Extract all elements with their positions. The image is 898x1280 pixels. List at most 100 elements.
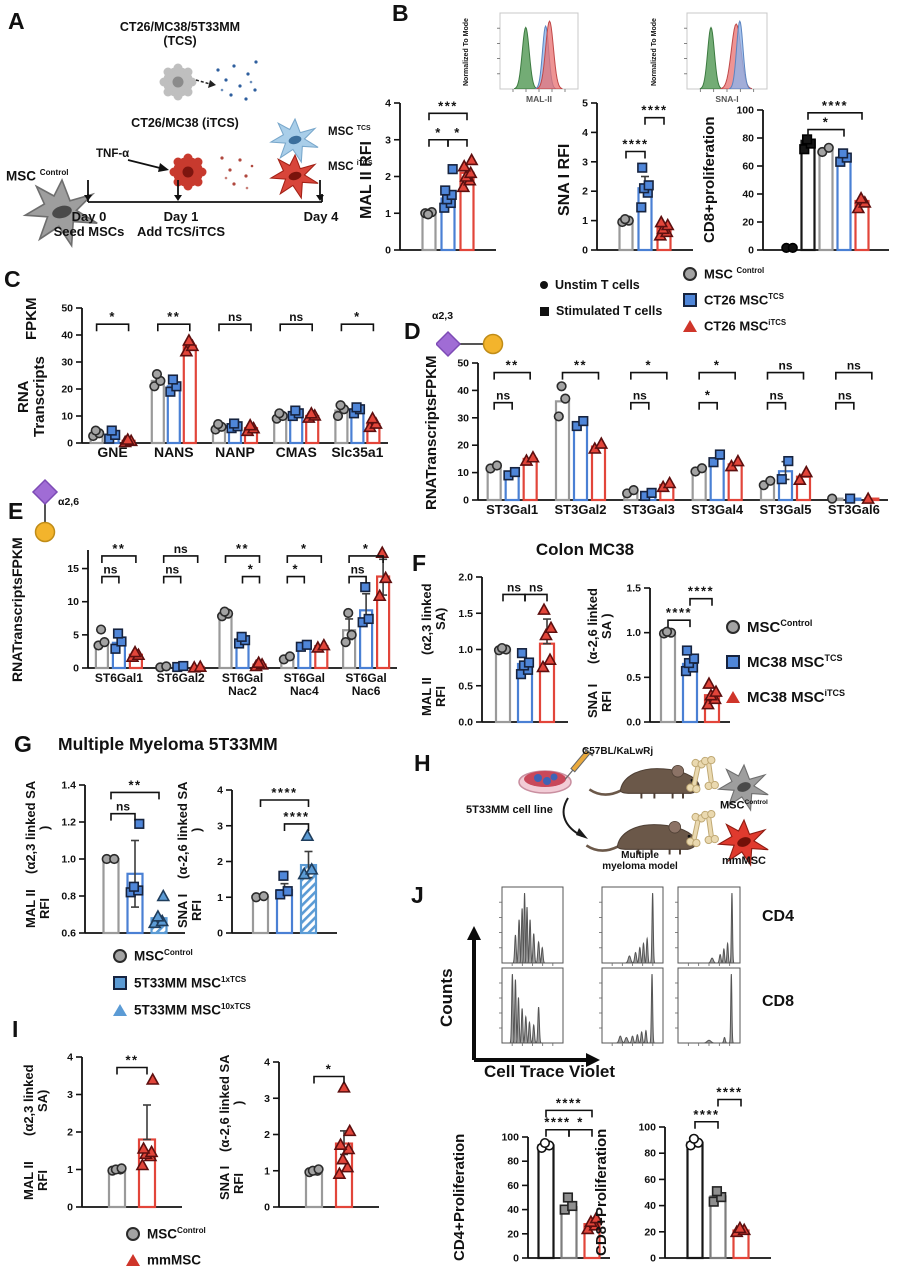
svg-text:1.0: 1.0 xyxy=(458,644,473,656)
svg-text:NANP: NANP xyxy=(215,444,255,460)
mouse-healthy xyxy=(588,764,701,800)
ylabel-e: RNATranscripts FPKM xyxy=(9,537,25,683)
mouse-model-diagram xyxy=(518,747,769,866)
svg-text:10: 10 xyxy=(67,596,79,608)
svg-text:ST3Gal1: ST3Gal1 xyxy=(486,502,538,517)
svg-text:ns: ns xyxy=(838,389,852,403)
svg-text:ns: ns xyxy=(847,359,861,373)
svg-text:0: 0 xyxy=(217,928,223,940)
svg-text:ST3Gal6: ST3Gal6 xyxy=(828,502,880,517)
svg-text:20: 20 xyxy=(457,440,469,452)
svg-text:**: ** xyxy=(128,777,141,792)
svg-text:1: 1 xyxy=(385,208,391,220)
stim-square-icon xyxy=(540,306,549,316)
svg-text:****: **** xyxy=(556,1095,582,1110)
svg-text:1.4: 1.4 xyxy=(61,780,76,792)
svg-text:4: 4 xyxy=(582,127,588,139)
chart-st6gal-fpkm: 0 5 10 15 ST6Gal1 ST6Gal2 ST6Gal Nac2 ST6Gal Nac4… xyxy=(42,508,411,708)
svg-text:*: * xyxy=(363,541,370,556)
svg-text:ns: ns xyxy=(289,310,303,324)
svg-text:*: * xyxy=(435,125,442,140)
legend-f-itcs: MC38 MSCiTCS xyxy=(726,688,845,706)
svg-text:80: 80 xyxy=(742,133,754,145)
svg-text:40: 40 xyxy=(507,1204,519,1216)
ctv-axis-label: Cell Trace Violet xyxy=(484,1062,616,1081)
tnf-label: TNF-α xyxy=(96,148,130,160)
tcs-square-icon xyxy=(683,292,697,307)
glycan-a23-icon xyxy=(436,330,504,358)
day1-label: Day 1 Add TCS/iTCS xyxy=(136,209,226,239)
experiment-timeline-diagram xyxy=(24,60,324,247)
svg-text:20: 20 xyxy=(742,217,754,229)
svg-text:Slc35a1: Slc35a1 xyxy=(331,444,383,460)
svg-text:10: 10 xyxy=(61,411,73,423)
svg-text:0.8: 0.8 xyxy=(61,891,76,903)
svg-text:10: 10 xyxy=(457,467,469,479)
svg-text:ns: ns xyxy=(496,389,510,403)
svg-text:ns: ns xyxy=(769,389,783,403)
svg-text:40: 40 xyxy=(61,330,73,342)
svg-text:ns: ns xyxy=(165,563,179,577)
svg-text:0: 0 xyxy=(385,245,391,257)
legend-unstim: Unstim T cells xyxy=(540,278,640,292)
svg-text:**: ** xyxy=(506,358,519,373)
flow-cd8-right xyxy=(665,964,744,1055)
legend-stim: Stimulated T cells xyxy=(540,304,662,318)
legend-g-control: MSCControl xyxy=(113,948,193,964)
svg-text:0: 0 xyxy=(513,1253,519,1265)
svg-text:3: 3 xyxy=(217,820,223,832)
svg-text:3: 3 xyxy=(582,156,588,168)
svg-text:****: **** xyxy=(622,137,648,152)
flow-cd4-control xyxy=(489,883,567,975)
ctrl-circle-icon xyxy=(683,266,697,281)
cellline-label: 5T33MM cell line xyxy=(466,804,553,816)
svg-text:ns: ns xyxy=(116,800,130,814)
svg-text:0: 0 xyxy=(463,495,469,507)
svg-text:****: **** xyxy=(544,1115,570,1130)
svg-text:**: ** xyxy=(167,309,180,324)
svg-text:**: ** xyxy=(574,358,587,373)
svg-text:*: * xyxy=(301,541,308,556)
svg-text:1.0: 1.0 xyxy=(626,627,641,639)
glycan-a26-label: α2,6 xyxy=(58,496,80,508)
svg-text:20: 20 xyxy=(644,1226,656,1238)
flow-xlabel-mal2: MAL-II xyxy=(526,94,552,104)
panel-label-c: C xyxy=(4,266,21,292)
svg-text:80: 80 xyxy=(644,1148,656,1160)
svg-text:Nac4: Nac4 xyxy=(290,684,319,698)
tcs10x-triangle-icon xyxy=(113,1003,127,1016)
title-colon-mc38: Colon MC38 xyxy=(535,540,635,559)
legend-msc-control: MSC Control xyxy=(683,266,764,281)
svg-text:0: 0 xyxy=(650,1253,656,1265)
svg-text:ST6Gal2: ST6Gal2 xyxy=(157,671,205,685)
svg-text:****: **** xyxy=(822,98,848,113)
msc-itcs-label: MSC iTCS xyxy=(328,160,373,173)
cd4-row-label: CD4 xyxy=(762,908,795,925)
chart-st3gal-fpkm: 0 10 20 30 40 50 ST3Gal1 ST3Gal2 ST3Gal3 ST3Gal4 S… xyxy=(432,321,898,540)
svg-text:****: **** xyxy=(283,809,309,824)
svg-text:0.5: 0.5 xyxy=(458,680,473,692)
svg-text:5: 5 xyxy=(73,629,79,641)
flow-histogram-mal2 xyxy=(487,9,582,101)
ctrl-circle-icon xyxy=(726,620,740,634)
svg-text:*: * xyxy=(326,1062,333,1077)
svg-text:0: 0 xyxy=(73,663,79,675)
svg-text:****: **** xyxy=(716,1085,742,1099)
chart-mal2-rfi-mc38: 0.0 0.5 1.0 1.5 2.0 ns ns xyxy=(436,535,582,762)
svg-text:20: 20 xyxy=(61,384,73,396)
svg-text:*: * xyxy=(823,115,830,130)
svg-text:ns: ns xyxy=(529,580,543,594)
svg-text:0: 0 xyxy=(748,245,754,257)
ylabel-j-cd4: CD4+ Proliferation xyxy=(451,1133,468,1262)
tcs1x-square-icon xyxy=(113,975,127,990)
svg-text:0: 0 xyxy=(67,438,73,450)
unstim-dot-icon xyxy=(540,281,548,289)
svg-text:4: 4 xyxy=(264,1057,270,1069)
itcs-triangle-icon xyxy=(683,319,697,332)
svg-text:1.0: 1.0 xyxy=(61,854,76,866)
svg-text:0: 0 xyxy=(264,1202,270,1214)
svg-text:1: 1 xyxy=(217,892,223,904)
svg-text:ST3Gal2: ST3Gal2 xyxy=(554,502,606,517)
svg-text:**: ** xyxy=(236,541,249,556)
